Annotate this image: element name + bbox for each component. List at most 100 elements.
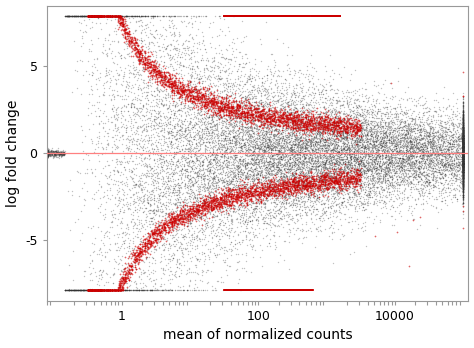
Point bbox=[203, 102, 211, 108]
Point bbox=[305, 183, 312, 189]
Point bbox=[354, 126, 361, 132]
Point bbox=[337, 154, 345, 159]
Point bbox=[256, 124, 264, 129]
Point bbox=[322, 108, 330, 113]
Point bbox=[204, 102, 212, 108]
Point bbox=[101, 288, 109, 293]
Point bbox=[459, 140, 467, 146]
Point bbox=[459, 167, 467, 173]
Point bbox=[183, 203, 191, 208]
Point bbox=[212, 179, 219, 184]
Point bbox=[459, 132, 467, 138]
Point bbox=[65, 13, 73, 19]
Point bbox=[310, 193, 318, 199]
Point bbox=[204, 57, 211, 63]
Point bbox=[85, 288, 93, 293]
Point bbox=[379, 140, 386, 145]
Point bbox=[301, 124, 309, 130]
Point bbox=[207, 91, 215, 96]
Point bbox=[49, 153, 56, 158]
Point bbox=[391, 126, 398, 131]
Point bbox=[98, 258, 105, 263]
Point bbox=[136, 206, 143, 211]
Point bbox=[215, 143, 223, 148]
Point bbox=[266, 152, 273, 158]
Point bbox=[459, 170, 467, 175]
Point bbox=[362, 127, 370, 133]
Point bbox=[313, 125, 321, 130]
Point bbox=[427, 171, 435, 177]
Point bbox=[431, 144, 439, 149]
Point bbox=[459, 147, 467, 152]
Point bbox=[150, 68, 158, 74]
Point bbox=[137, 29, 145, 34]
Point bbox=[459, 144, 467, 150]
Point bbox=[338, 170, 346, 175]
Point bbox=[459, 136, 467, 141]
Point bbox=[145, 237, 153, 243]
Point bbox=[311, 120, 319, 125]
Point bbox=[43, 151, 50, 157]
Point bbox=[276, 87, 284, 93]
Point bbox=[275, 123, 283, 128]
Point bbox=[274, 164, 282, 169]
Point bbox=[459, 121, 467, 126]
Point bbox=[270, 193, 278, 198]
Point bbox=[404, 152, 412, 158]
Point bbox=[376, 165, 384, 171]
Point bbox=[218, 203, 226, 208]
Point bbox=[332, 133, 340, 139]
Point bbox=[459, 183, 467, 189]
Point bbox=[345, 112, 352, 118]
Point bbox=[459, 155, 467, 160]
Point bbox=[367, 130, 374, 136]
Point bbox=[375, 176, 383, 182]
Point bbox=[447, 163, 454, 169]
Point bbox=[459, 173, 467, 179]
Point bbox=[447, 165, 455, 171]
Point bbox=[375, 154, 383, 159]
Point bbox=[43, 150, 50, 156]
Point bbox=[171, 82, 179, 88]
Point bbox=[273, 110, 281, 116]
Point bbox=[409, 126, 417, 132]
Point bbox=[213, 160, 221, 165]
Point bbox=[291, 186, 299, 192]
Point bbox=[287, 188, 294, 193]
Point bbox=[392, 152, 400, 158]
Point bbox=[110, 288, 118, 293]
Point bbox=[160, 76, 167, 81]
Point bbox=[173, 207, 181, 213]
Point bbox=[443, 152, 451, 157]
Point bbox=[230, 145, 238, 150]
Point bbox=[43, 150, 50, 155]
Point bbox=[360, 143, 368, 149]
Point bbox=[454, 134, 462, 140]
Point bbox=[43, 152, 50, 157]
Point bbox=[319, 132, 326, 137]
Point bbox=[308, 174, 316, 179]
Point bbox=[280, 179, 288, 185]
Point bbox=[459, 167, 467, 173]
Point bbox=[181, 97, 189, 103]
Point bbox=[81, 269, 88, 274]
Point bbox=[402, 108, 410, 113]
Point bbox=[264, 207, 271, 213]
Point bbox=[437, 138, 445, 143]
Point bbox=[184, 90, 191, 96]
Point bbox=[360, 130, 368, 136]
Point bbox=[176, 59, 183, 65]
Point bbox=[85, 288, 92, 293]
Point bbox=[333, 188, 341, 193]
Point bbox=[278, 115, 286, 121]
Point bbox=[355, 190, 362, 196]
Point bbox=[459, 147, 467, 152]
Point bbox=[270, 188, 278, 193]
Point bbox=[102, 72, 110, 78]
Point bbox=[430, 137, 438, 142]
Point bbox=[291, 13, 298, 19]
Point bbox=[459, 180, 467, 186]
Point bbox=[371, 142, 379, 148]
Point bbox=[161, 190, 168, 196]
Point bbox=[424, 138, 432, 144]
